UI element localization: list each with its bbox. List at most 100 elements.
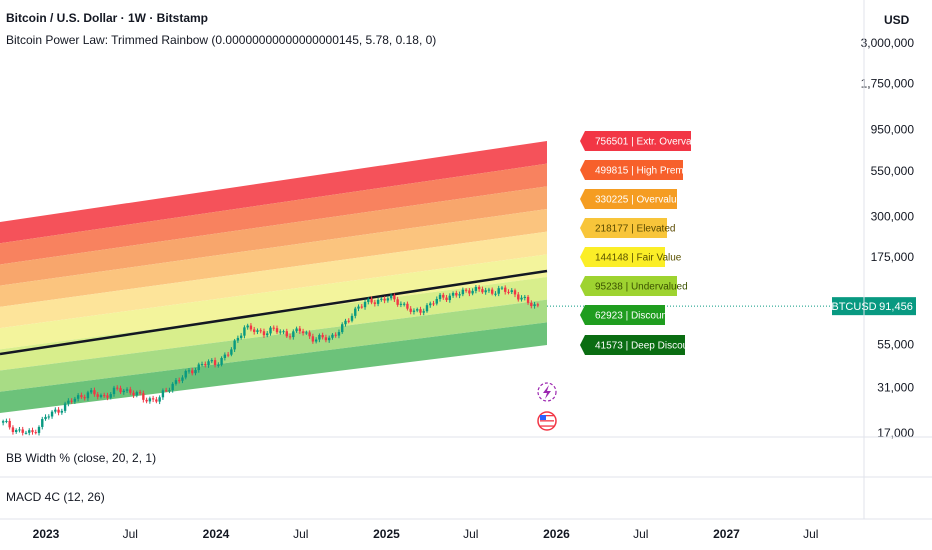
candle-body xyxy=(226,354,230,356)
us-flag-canton xyxy=(540,415,546,420)
candle-body xyxy=(425,305,429,312)
band-label: 499815 | High Premium xyxy=(580,160,700,180)
rainbow-band xyxy=(0,322,547,413)
candle-body xyxy=(217,364,220,366)
candle-body xyxy=(21,429,24,433)
candle-body xyxy=(14,430,18,432)
time-tick-label: 2027 xyxy=(713,527,740,541)
candle-body xyxy=(54,409,57,412)
candle-body xyxy=(178,380,181,382)
candle-body xyxy=(34,432,37,434)
time-tick-label: Jul xyxy=(463,527,478,541)
price-tag-symbol-box xyxy=(832,297,876,316)
price-tick-label: 1,750,000 xyxy=(861,77,915,91)
indicator-title[interactable]: Bitcoin Power Law: Trimmed Rainbow (0.00… xyxy=(6,33,437,47)
candle-body xyxy=(419,309,422,313)
candle-body xyxy=(487,289,491,291)
rainbow-band xyxy=(0,141,547,244)
candle-body xyxy=(455,292,458,296)
symbol-title: Bitcoin / U.S. Dollar · 1W · Bitstamp xyxy=(6,11,209,25)
band-label-text: 95238 | Undervalued xyxy=(595,282,688,293)
candle-body xyxy=(164,390,168,392)
candle-body xyxy=(288,336,292,338)
price-tick-label: 3,000,000 xyxy=(861,36,915,50)
candle-body xyxy=(256,330,259,332)
candle-body xyxy=(363,301,367,308)
candle-body xyxy=(73,398,77,402)
candle-body xyxy=(285,331,288,337)
candle-body xyxy=(477,287,481,290)
us-flag-stripe xyxy=(540,425,554,427)
candle-body xyxy=(341,324,344,333)
candle-body xyxy=(204,364,207,366)
price-tick-label: 950,000 xyxy=(871,123,915,137)
candle-body xyxy=(442,294,445,298)
band-label-text: 62923 | Discount xyxy=(595,311,670,322)
candle-body xyxy=(458,294,461,296)
candle-body xyxy=(145,399,148,402)
band-label-box xyxy=(580,131,691,151)
candle-body xyxy=(318,334,321,340)
candle-body xyxy=(41,419,44,427)
candle-body xyxy=(507,291,510,293)
band-label-text: 41573 | Deep Discount xyxy=(595,341,697,352)
candle-body xyxy=(142,393,145,400)
candle-body xyxy=(112,387,116,395)
candle-body xyxy=(67,400,70,404)
candle-body xyxy=(468,290,471,294)
macd-label[interactable]: MACD 4C (12, 26) xyxy=(6,490,105,504)
us-flag-stripe xyxy=(540,422,554,425)
candle-body xyxy=(63,403,67,411)
candle-body xyxy=(321,334,324,338)
candle-body xyxy=(223,354,227,358)
time-tick-label: 2026 xyxy=(543,527,570,541)
price-tick-label: 175,000 xyxy=(871,250,915,264)
candle-body xyxy=(393,295,396,300)
candle-body xyxy=(429,303,432,306)
candle-body xyxy=(360,306,363,308)
time-axis[interactable]: 2023 Jul 2024 Jul 2025 Jul 2026 Jul 2027 Jul xyxy=(33,527,819,541)
currency-label[interactable]: USD xyxy=(884,13,910,27)
candle-body xyxy=(530,302,533,307)
bb-width-label[interactable]: BB Width % (close, 20, 2, 1) xyxy=(6,451,157,465)
band-label-box xyxy=(580,276,677,296)
candle-body xyxy=(490,289,494,294)
candle-body xyxy=(367,298,370,302)
candle-body xyxy=(135,392,139,396)
band-label: 756501 | Extr. Overvalued xyxy=(580,131,710,151)
price-tag-symbol: BTCUSD xyxy=(831,301,876,313)
band-label-box xyxy=(580,218,667,238)
rainbow-band xyxy=(0,277,547,371)
candle-body xyxy=(308,332,311,337)
candle-body xyxy=(184,370,187,378)
rainbow-band xyxy=(0,254,547,350)
candle-body xyxy=(80,395,83,398)
time-tick-label: Jul xyxy=(293,527,308,541)
candle-body xyxy=(517,294,520,300)
us-flag-icon[interactable] xyxy=(537,411,557,431)
band-label-box xyxy=(580,335,685,355)
lightning-icon[interactable] xyxy=(537,382,557,402)
candle-body xyxy=(383,298,386,301)
event-icons[interactable] xyxy=(537,382,557,431)
candle-body xyxy=(243,327,246,336)
candle-body xyxy=(249,325,253,330)
candle-body xyxy=(396,299,399,305)
candle-body xyxy=(181,377,184,381)
price-axis[interactable]: 3,000,000 1,750,000 950,000 550,000 300,000 1… xyxy=(861,36,915,440)
fair-value-line xyxy=(0,269,548,356)
candle-body xyxy=(422,311,425,313)
time-tick-label: Jul xyxy=(123,527,138,541)
candle-body xyxy=(520,297,523,300)
price-tag: BTCUSD 91,456 xyxy=(831,297,916,316)
candle-body xyxy=(96,394,99,397)
candle-body xyxy=(5,420,8,422)
candle-body xyxy=(373,302,377,304)
time-tick-label: Jul xyxy=(803,527,818,541)
band-label-text: 756501 | Extr. Overvalued xyxy=(595,137,710,148)
candle-body xyxy=(37,426,41,433)
candle-body xyxy=(481,289,484,293)
candle-body xyxy=(354,308,357,316)
candle-body xyxy=(409,308,412,312)
